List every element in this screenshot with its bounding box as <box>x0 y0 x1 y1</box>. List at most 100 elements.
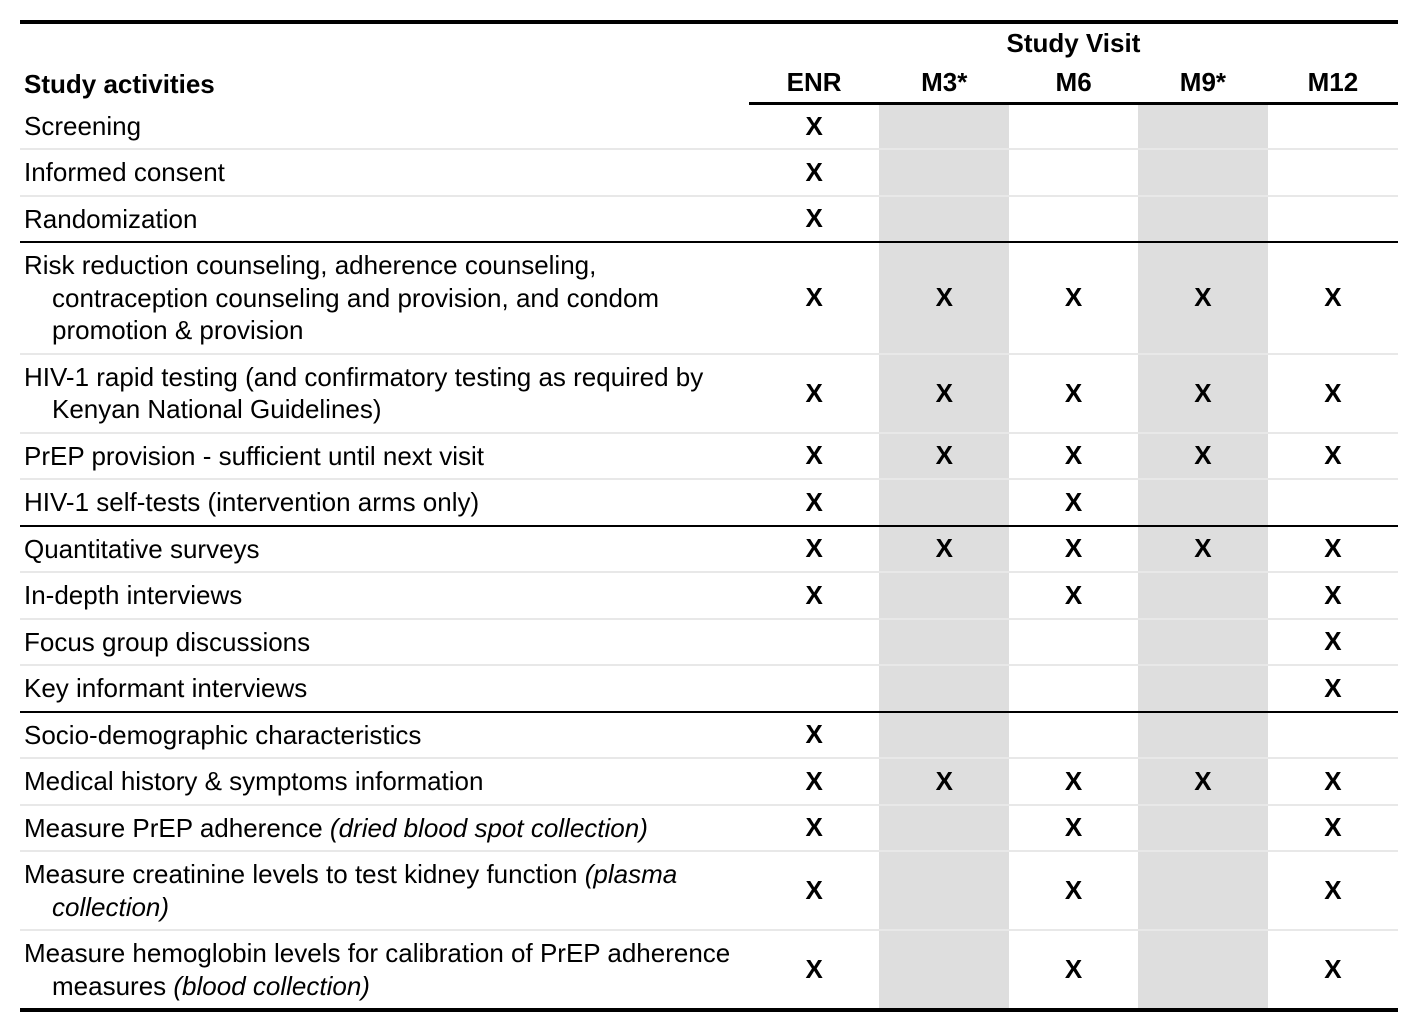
mark-cell <box>879 665 1009 712</box>
table-row: Quantitative surveysXXXXX <box>20 526 1398 573</box>
mark-cell: X <box>879 354 1009 433</box>
mark-cell: X <box>1009 572 1138 619</box>
mark-cell <box>879 479 1009 526</box>
visit-header-m9: M9* <box>1138 63 1268 104</box>
mark-cell <box>1138 851 1268 930</box>
activity-cell: Medical history & symptoms information <box>20 758 749 805</box>
activity-cell: Screening <box>20 104 749 150</box>
mark-cell <box>1009 149 1138 196</box>
activity-cell: Risk reduction counseling, adherence cou… <box>20 242 749 354</box>
mark-cell <box>1009 196 1138 243</box>
mark-cell: X <box>1138 354 1268 433</box>
mark-cell: X <box>749 851 880 930</box>
table-body: ScreeningXInformed consentXRandomization… <box>20 104 1398 1011</box>
mark-cell: X <box>749 433 880 480</box>
mark-cell <box>879 104 1009 150</box>
mark-cell: X <box>749 242 880 354</box>
mark-cell <box>1138 479 1268 526</box>
mark-cell <box>879 930 1009 1010</box>
table-row: Measure PrEP adherence (dried blood spot… <box>20 805 1398 852</box>
mark-cell: X <box>1268 851 1398 930</box>
mark-cell <box>879 851 1009 930</box>
activity-cell: Measure PrEP adherence (dried blood spot… <box>20 805 749 852</box>
mark-cell: X <box>1009 758 1138 805</box>
mark-cell <box>1009 104 1138 150</box>
mark-cell <box>879 572 1009 619</box>
activity-cell: HIV-1 rapid testing (and confirmatory te… <box>20 354 749 433</box>
mark-cell: X <box>879 758 1009 805</box>
mark-cell: X <box>1268 758 1398 805</box>
visit-header-enr: ENR <box>749 63 880 104</box>
mark-cell: X <box>1138 433 1268 480</box>
table-row: Measure hemoglobin levels for calibratio… <box>20 930 1398 1010</box>
table-row: Key informant interviews X <box>20 665 1398 712</box>
mark-cell <box>1009 665 1138 712</box>
mark-cell: X <box>1268 619 1398 666</box>
mark-cell <box>1138 572 1268 619</box>
table-row: HIV-1 rapid testing (and confirmatory te… <box>20 354 1398 433</box>
activity-cell: Socio-demographic characteristics <box>20 712 749 759</box>
mark-cell: X <box>1009 479 1138 526</box>
table-row: HIV-1 self-tests (intervention arms only… <box>20 479 1398 526</box>
activity-cell: Informed consent <box>20 149 749 196</box>
activity-cell: HIV-1 self-tests (intervention arms only… <box>20 479 749 526</box>
activity-cell: Measure hemoglobin levels for calibratio… <box>20 930 749 1010</box>
activity-cell: Focus group discussions <box>20 619 749 666</box>
table-row: Medical history & symptoms informationXX… <box>20 758 1398 805</box>
study-visit-super-header: Study Visit <box>749 22 1398 63</box>
table-row: Measure creatinine levels to test kidney… <box>20 851 1398 930</box>
mark-cell <box>1268 104 1398 150</box>
mark-cell: X <box>1268 805 1398 852</box>
mark-cell: X <box>1009 851 1138 930</box>
mark-cell <box>1138 805 1268 852</box>
activities-column-header: Study activities <box>20 22 749 104</box>
mark-cell: X <box>1009 930 1138 1010</box>
mark-cell <box>749 619 880 666</box>
mark-cell: X <box>1268 665 1398 712</box>
mark-cell: X <box>749 712 880 759</box>
mark-cell: X <box>1009 526 1138 573</box>
table-header: Study activities Study Visit ENR M3* M6 … <box>20 22 1398 104</box>
mark-cell: X <box>879 242 1009 354</box>
activity-cell: Quantitative surveys <box>20 526 749 573</box>
visit-header-m6: M6 <box>1009 63 1138 104</box>
mark-cell: X <box>1138 242 1268 354</box>
mark-cell <box>1268 712 1398 759</box>
mark-cell <box>749 665 880 712</box>
mark-cell: X <box>1268 354 1398 433</box>
mark-cell: X <box>1009 433 1138 480</box>
mark-cell: X <box>749 149 880 196</box>
mark-cell: X <box>1138 526 1268 573</box>
mark-cell: X <box>1268 930 1398 1010</box>
mark-cell <box>1268 479 1398 526</box>
mark-cell <box>1138 712 1268 759</box>
mark-cell <box>1268 196 1398 243</box>
activity-cell: Key informant interviews <box>20 665 749 712</box>
mark-cell <box>1138 104 1268 150</box>
mark-cell <box>879 149 1009 196</box>
mark-cell: X <box>879 526 1009 573</box>
mark-cell <box>879 712 1009 759</box>
mark-cell: X <box>1009 242 1138 354</box>
table-row: In-depth interviewsXXX <box>20 572 1398 619</box>
mark-cell: X <box>1268 433 1398 480</box>
mark-cell <box>1268 149 1398 196</box>
mark-cell: X <box>749 196 880 243</box>
activity-cell: In-depth interviews <box>20 572 749 619</box>
mark-cell <box>1009 619 1138 666</box>
table-row: Risk reduction counseling, adherence cou… <box>20 242 1398 354</box>
visit-header-m12: M12 <box>1268 63 1398 104</box>
mark-cell: X <box>1268 526 1398 573</box>
mark-cell: X <box>749 930 880 1010</box>
table-row: Socio-demographic characteristicsX <box>20 712 1398 759</box>
mark-cell <box>1138 149 1268 196</box>
mark-cell <box>879 805 1009 852</box>
mark-cell: X <box>749 479 880 526</box>
mark-cell <box>1138 930 1268 1010</box>
mark-cell <box>1009 712 1138 759</box>
table-row: Informed consentX <box>20 149 1398 196</box>
study-activities-table: Study activities Study Visit ENR M3* M6 … <box>20 20 1398 1012</box>
mark-cell: X <box>749 805 880 852</box>
mark-cell: X <box>1268 242 1398 354</box>
mark-cell <box>879 196 1009 243</box>
